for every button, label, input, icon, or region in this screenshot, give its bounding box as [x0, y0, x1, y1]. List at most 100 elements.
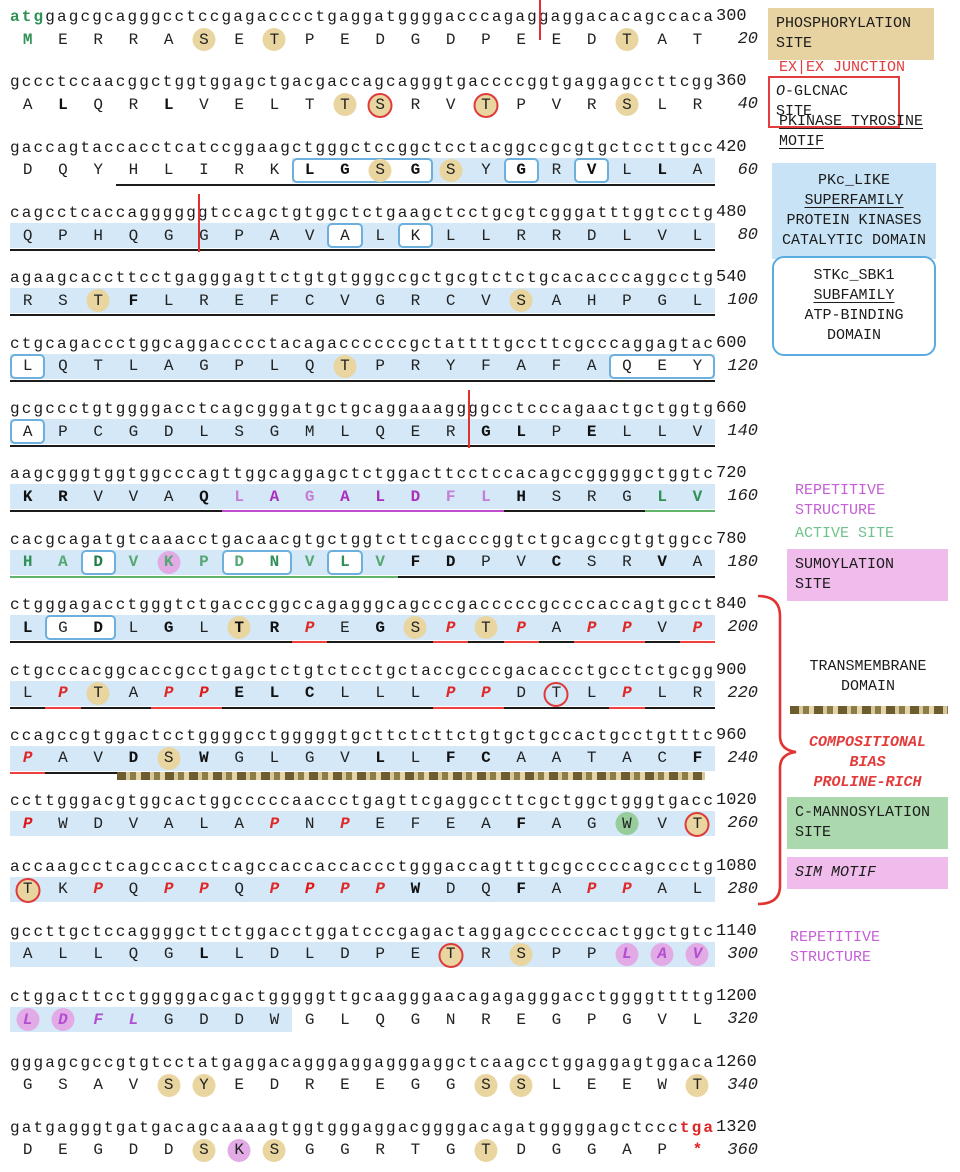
residue-letter: C: [551, 553, 562, 572]
residue-letter: K: [410, 226, 421, 245]
residue: C: [292, 289, 328, 317]
residue: S: [397, 616, 433, 644]
residue-letter: Y: [93, 161, 103, 180]
dna-sequence: gcgccctgtggggacctcagcgggatgctgcaggaaaggg…: [10, 400, 716, 419]
residue: V: [433, 93, 468, 116]
residue: E: [504, 1008, 539, 1031]
residue: D: [504, 1139, 539, 1162]
domain-underline: [362, 379, 398, 382]
residue: A: [115, 682, 151, 709]
residue: A: [538, 289, 574, 317]
domain-underline: [115, 183, 151, 186]
residue-letter: L: [22, 357, 33, 376]
domain-underline: [80, 706, 116, 709]
domain-underline: [679, 445, 715, 448]
residue-letter: P: [304, 618, 315, 637]
phosphorylation-circle: [509, 1073, 533, 1097]
residue-letter: R: [304, 1076, 315, 1095]
legend-transmembrane-domain: TRANSMEMBRANE DOMAIN: [809, 658, 927, 695]
domain-underline: [115, 575, 151, 578]
residue-letter: G: [93, 1141, 103, 1160]
residue: K: [222, 1138, 257, 1162]
residue-letter: T: [692, 814, 703, 833]
domain-underline: [327, 314, 363, 317]
residue: E: [644, 353, 680, 382]
residue: P: [151, 878, 186, 901]
residue: V: [645, 812, 680, 835]
domain-underline: [10, 771, 46, 774]
residue: R: [397, 355, 433, 382]
dna-sequence: aagcgggtggtggcccagttggcaggagctctggacttcc…: [10, 465, 716, 484]
residue-position: 80: [737, 226, 758, 246]
residue: G: [115, 420, 151, 448]
residue-letter: S: [375, 95, 385, 114]
residue: K: [256, 159, 292, 186]
residue: V: [115, 551, 151, 578]
residue-letter: E: [58, 1141, 68, 1160]
residue: E: [221, 289, 257, 317]
residue-letter: A: [692, 553, 703, 572]
domain-underline: [221, 641, 257, 644]
legend-sim-motif: SIM MOTIF: [787, 857, 948, 889]
residue-letter: D: [586, 226, 597, 245]
residue: D: [221, 549, 257, 578]
residue: P: [609, 616, 645, 644]
residue: L: [10, 1008, 45, 1032]
residue-letter: P: [163, 880, 174, 899]
residue: P: [327, 812, 362, 835]
domain-underline: [644, 314, 680, 317]
residue-letter: L: [516, 422, 526, 441]
domain-underline: [292, 641, 328, 644]
phospho-oglcnac-circle: [684, 812, 710, 838]
residue-letter: L: [234, 487, 244, 506]
residue-letter: L: [163, 291, 174, 310]
atp-binding-box: [256, 549, 292, 575]
residue: R: [433, 420, 469, 448]
domain-underline: [433, 641, 469, 644]
residue: D: [257, 943, 292, 966]
residue: P: [433, 682, 469, 709]
residue: L: [468, 485, 504, 513]
residue-letter: L: [340, 684, 350, 702]
residue: V: [186, 93, 221, 116]
residue-letter: P: [58, 422, 68, 441]
stop-codon: tga: [679, 1118, 716, 1137]
legend-stkc-line3: ATP-BINDING DOMAIN: [804, 307, 904, 344]
domain-underline: [186, 379, 222, 382]
sumoylation-circle: [650, 942, 674, 966]
residue: D: [116, 1139, 151, 1162]
nucleotide-position: 1080: [716, 856, 757, 876]
domain-underline: [538, 510, 574, 513]
domain-underline: [45, 641, 81, 644]
residue: G: [292, 1008, 327, 1031]
dna-sequence: gccttgctccaggggcttctggacctggatcccgagacta…: [10, 922, 716, 941]
residue: E: [222, 93, 257, 116]
residue-letter: A: [128, 684, 139, 702]
residue: F: [504, 812, 539, 835]
domain-underline: [10, 445, 46, 448]
residue: V: [679, 420, 715, 448]
residue-position: 340: [727, 1075, 758, 1095]
residue-letter: P: [375, 880, 385, 899]
residue: P: [221, 224, 257, 252]
residue: G: [539, 1139, 574, 1162]
domain-underline: [362, 314, 398, 317]
residue: A: [645, 28, 680, 51]
residue: G: [151, 616, 187, 644]
residue-letter: F: [692, 749, 703, 768]
residue: A: [151, 812, 186, 835]
residue-letter: A: [692, 161, 703, 180]
nucleotide-position: 780: [716, 529, 747, 549]
residue: A: [679, 159, 715, 186]
kinase-domain-band: [10, 680, 715, 706]
exon-junction-bar: [538, 0, 541, 40]
residue-letter: R: [551, 226, 562, 245]
residue: L: [327, 1008, 362, 1031]
residue: V: [468, 289, 504, 317]
residue: L: [45, 93, 80, 116]
residue: R: [363, 1139, 398, 1162]
domain-underline: [679, 314, 715, 317]
residue-letter: Y: [692, 357, 703, 376]
